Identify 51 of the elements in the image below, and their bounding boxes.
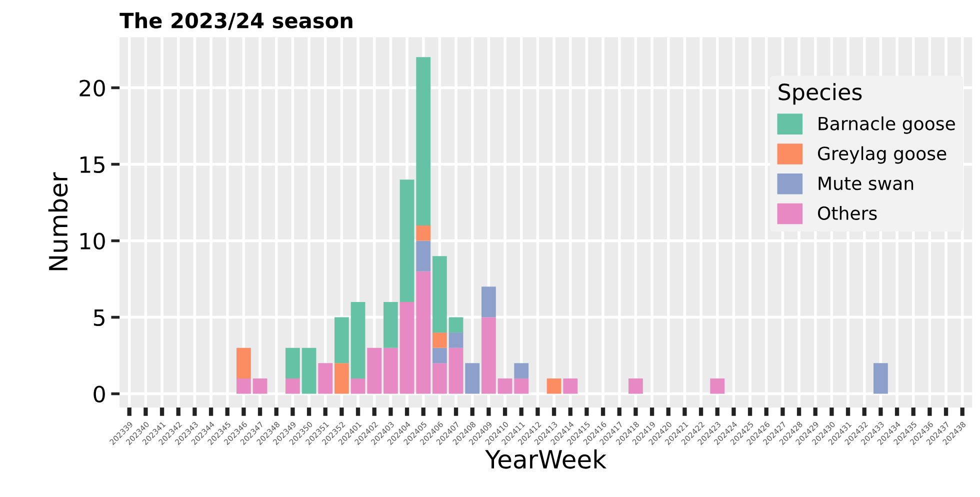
bar xyxy=(514,363,529,378)
bar xyxy=(416,225,431,241)
bar xyxy=(432,332,447,348)
y-tick-label: 20 xyxy=(80,80,105,97)
bar xyxy=(252,378,268,394)
bar xyxy=(448,348,464,394)
bar xyxy=(286,378,300,394)
bar xyxy=(465,363,480,394)
bar xyxy=(432,256,447,333)
bar xyxy=(432,363,447,394)
bar xyxy=(400,180,414,302)
bar xyxy=(384,302,398,348)
y-tick-label: 5 xyxy=(94,310,104,326)
bar xyxy=(710,378,725,394)
legend-title: Species xyxy=(778,83,862,105)
bar xyxy=(448,317,464,333)
legend-label: Greylag goose xyxy=(818,146,946,164)
y-tick-label: 10 xyxy=(80,232,105,250)
bar xyxy=(350,302,366,378)
bar xyxy=(514,378,529,394)
bar xyxy=(416,240,431,272)
bar xyxy=(318,363,333,394)
bar xyxy=(546,378,562,394)
bar xyxy=(286,348,300,378)
bar xyxy=(482,286,496,318)
bar xyxy=(874,363,888,394)
y-axis-title: Number xyxy=(48,172,68,270)
legend-label: Mute swan xyxy=(818,176,914,190)
chart-title: The 2023/24 season xyxy=(120,12,352,30)
bar xyxy=(416,271,431,394)
bar xyxy=(236,348,251,378)
bar xyxy=(628,378,643,394)
bar xyxy=(432,348,447,364)
bar xyxy=(416,57,431,226)
y-tick-label: 15 xyxy=(80,156,104,174)
bar xyxy=(563,378,578,394)
bar xyxy=(400,302,414,394)
bar xyxy=(448,332,464,348)
bar xyxy=(482,317,496,394)
bar xyxy=(334,363,349,394)
bar xyxy=(350,378,366,394)
bar xyxy=(236,378,251,394)
legend-label: Barnacle goose xyxy=(818,116,955,134)
x-axis-title: YearWeek xyxy=(485,449,606,469)
bar xyxy=(498,378,512,394)
legend-label: Others xyxy=(818,206,877,220)
y-tick-label: 0 xyxy=(94,386,105,403)
bar xyxy=(384,348,398,394)
bar xyxy=(302,348,316,394)
bar xyxy=(367,348,382,394)
bar xyxy=(334,317,349,364)
